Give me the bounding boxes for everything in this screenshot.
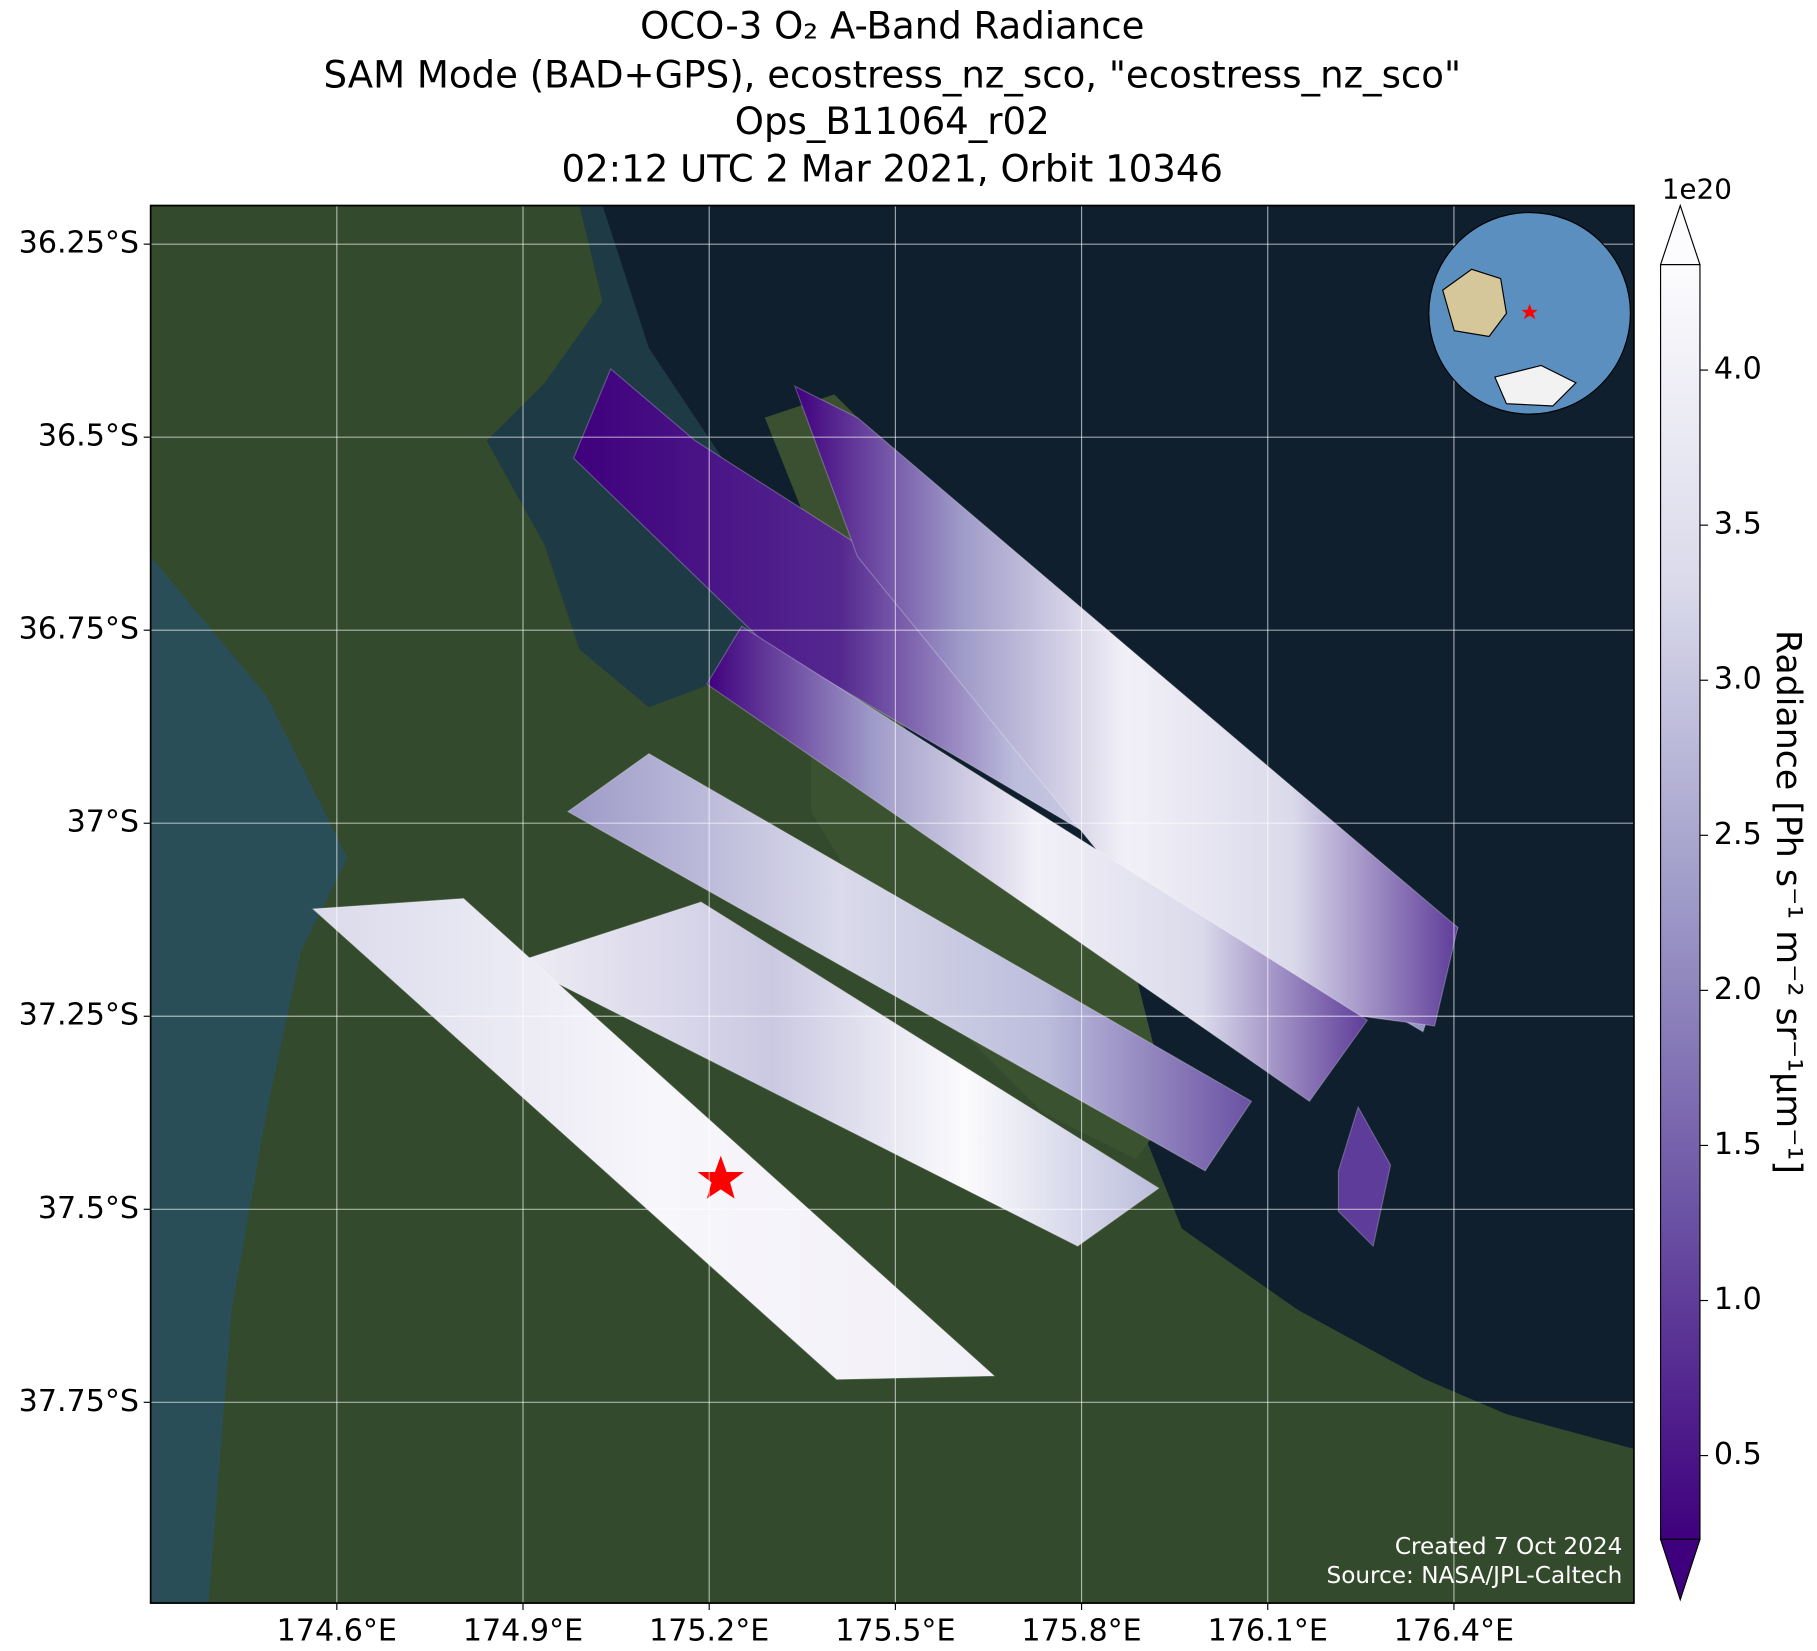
colorbar-tick-label: 1.0	[1714, 1282, 1762, 1317]
swath	[1337, 1105, 1392, 1248]
antarctica	[1494, 364, 1577, 407]
map-frame	[149, 204, 1635, 1604]
credit: Created 7 Oct 2024	[1395, 1533, 1622, 1560]
inset-globe	[1428, 211, 1632, 415]
target-marker	[697, 1155, 744, 1199]
map	[150, 205, 1634, 1604]
x-tick-label: 174.9°E	[463, 1614, 583, 1649]
colorbar-tick-label: 3.5	[1714, 507, 1762, 542]
title-line: SAM Mode (BAD+GPS), ecostress_nz_sco, "e…	[324, 53, 1461, 96]
swaths	[311, 367, 1459, 1380]
colorbar: 0.5 1.0 1.5 2.0 2.5 3.0 3.5 4.0	[1659, 203, 1762, 1602]
colorbar-extend	[1659, 203, 1701, 266]
x-tick-label: 175.5°E	[835, 1614, 955, 1649]
x-tick-label: 176.1°E	[1208, 1614, 1328, 1649]
title: OCO-3 O₂ A-Band Radiance SAM Mode (BAD+G…	[324, 5, 1461, 191]
x-tick-label: 174.6°E	[277, 1614, 397, 1649]
credit: Source: NASA/JPL-Caltech	[1327, 1562, 1623, 1589]
y-tick-label: 37.5°S	[38, 1191, 139, 1226]
x-tick-label: 175.2°E	[649, 1614, 769, 1649]
colorbar-label: Radiance [Ph s⁻¹ m⁻² sr⁻¹μm⁻¹]	[1768, 630, 1808, 1174]
colorbar-tick-label: 1.5	[1714, 1127, 1762, 1162]
colorbar-body	[1659, 264, 1701, 1540]
swath	[311, 897, 996, 1380]
swath	[514, 901, 1160, 1247]
swath	[706, 625, 1369, 1103]
y-tick-label: 37.75°S	[19, 1384, 139, 1419]
swath	[566, 752, 1253, 1172]
y-tick-label: 37.25°S	[19, 998, 139, 1033]
title-line: Ops_B11064_r02	[735, 100, 1050, 143]
grid	[150, 205, 1634, 1604]
x-tick-label: 176.4°E	[1394, 1614, 1514, 1649]
y-tick-label: 36.5°S	[38, 419, 139, 454]
colorbar-tick-label: 3.0	[1714, 662, 1762, 697]
colorbar-exponent: 1e20	[1662, 172, 1732, 205]
globe-marker	[1521, 304, 1538, 320]
y-tick-label: 36.75°S	[19, 612, 139, 647]
colorbar-tick-label: 2.0	[1714, 972, 1762, 1007]
colorbar-extend	[1659, 1538, 1701, 1602]
y-tick-label: 36.25°S	[19, 226, 139, 261]
australia	[1442, 268, 1508, 338]
colorbar-tick-label: 4.0	[1714, 352, 1762, 387]
coastal-water	[150, 556, 348, 1604]
title-line: OCO-3 O₂ A-Band Radiance	[640, 5, 1144, 48]
colorbar-tick-label: 2.5	[1714, 817, 1762, 852]
y-tick-label: 37°S	[67, 805, 139, 840]
colorbar-tick-label: 0.5	[1714, 1437, 1762, 1472]
title-line: 02:12 UTC 2 Mar 2021, Orbit 10346	[562, 147, 1224, 190]
x-tick-label: 175.8°E	[1021, 1614, 1141, 1649]
swath	[793, 385, 1459, 1027]
